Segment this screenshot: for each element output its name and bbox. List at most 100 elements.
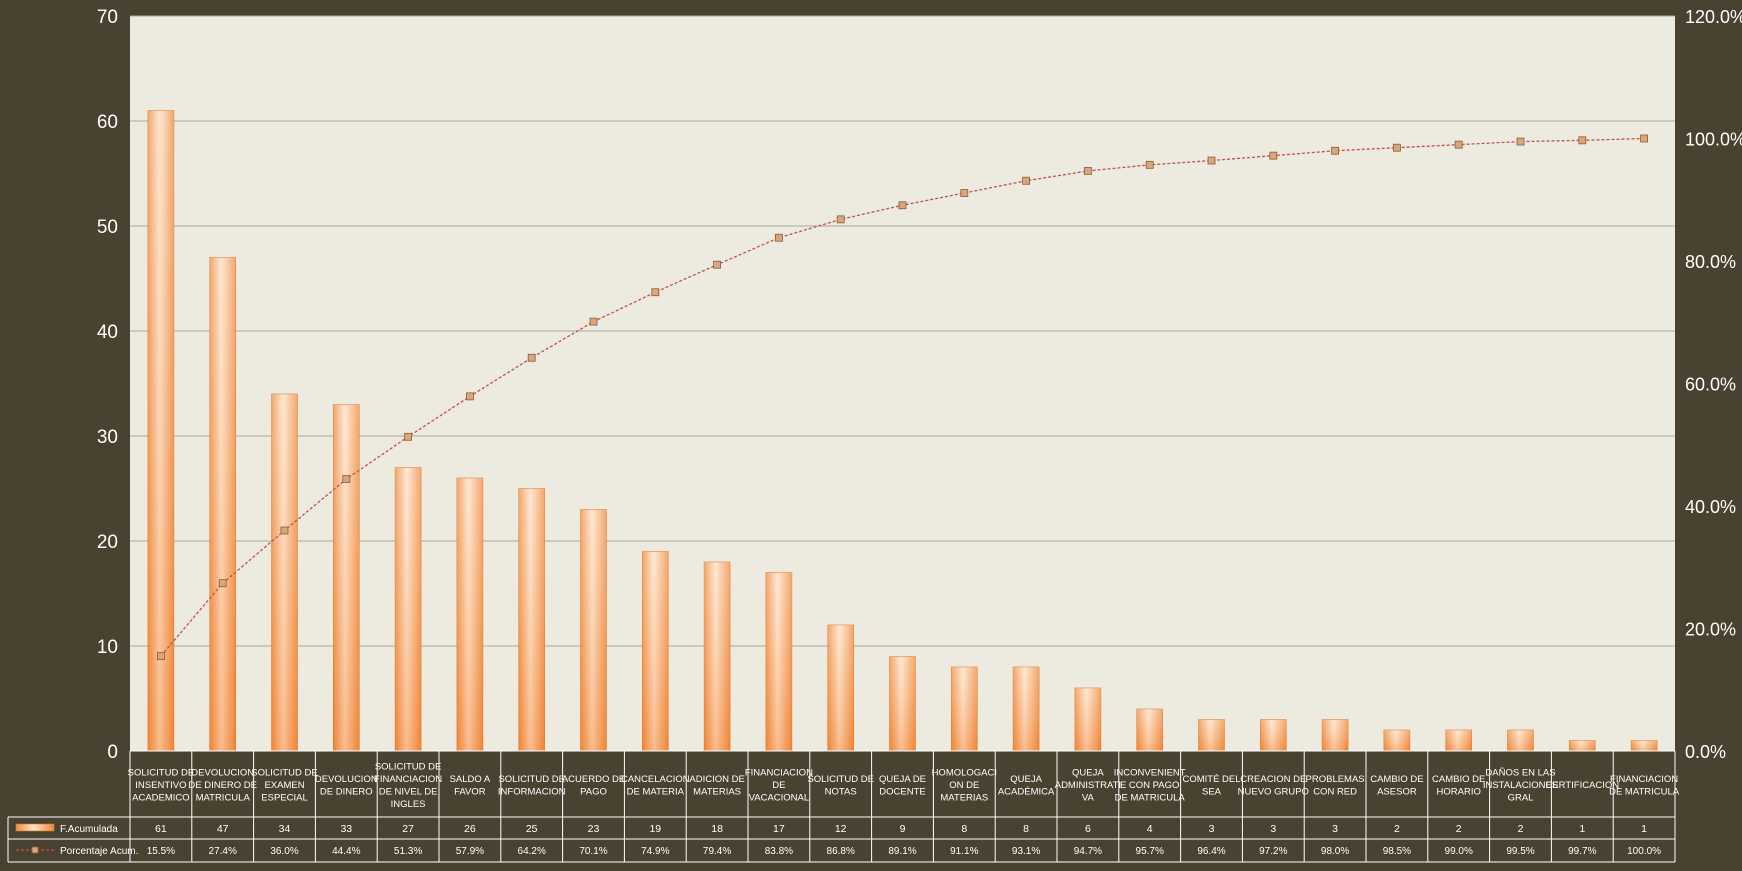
line-point [1145,160,1154,169]
category-label: FINANCIACION [374,774,442,785]
category-label: ESPECIAL [261,793,307,804]
category-label: ACADÉMICA [998,786,1055,797]
category-label: MATERIAS [693,786,741,797]
category-label: SOLICITUD DE [807,774,874,785]
category-label: DE MATERIA [627,786,685,797]
y-right-tick-label: 0.0% [1685,742,1726,762]
category-label: QUEJA DE [879,774,926,785]
table-percent-value: 93.1% [1012,846,1040,857]
table-frequency-value: 3 [1332,823,1338,835]
category-label: GRAL [1508,793,1534,804]
category-label: QUEJA [1010,774,1042,785]
table-frequency-value: 19 [649,823,661,835]
category-label: ON DE [949,780,979,791]
bar-shade [1322,719,1349,751]
table-percent-value: 74.9% [641,846,669,857]
line-point [342,475,351,483]
category-label: EXAMEN [264,780,304,791]
table-percent-value: 86.8% [827,846,855,857]
y-right-tick-label: 20.0% [1685,620,1736,640]
category-label: MATERIAS [940,793,988,804]
table-frequency-value: 1 [1579,823,1585,835]
y-left-tick-label: 10 [97,637,118,658]
bar-shade [827,625,854,751]
line-point [1454,140,1463,149]
category-label: NOTAS [825,786,857,797]
category-label: DE NIVEL DE [379,786,438,797]
bar-shade [1383,730,1410,751]
table-frequency-value: 47 [217,823,229,835]
line-point [1393,143,1401,152]
y-right-tick-label: 80.0% [1685,252,1736,272]
table-percent-value: 44.4% [332,846,360,857]
table-frequency-value: 4 [1147,823,1153,835]
table-frequency-value: 8 [1023,823,1029,835]
bar-shade [456,478,483,751]
table-percent-value: 99.0% [1445,846,1473,857]
bar-shade [271,394,298,751]
table-percent-value: 99.5% [1506,846,1534,857]
line-point [836,215,845,224]
table-percent-value: 97.2% [1259,846,1287,857]
y-left-tick-label: 20 [97,532,118,553]
line-point [1022,176,1030,185]
category-label: SOLICITUD DE [251,768,318,779]
bar-shade [951,667,978,751]
bar-shade [209,257,236,751]
table-percent-value: 79.4% [703,846,731,857]
table-frequency-value: 27 [402,823,414,835]
y-right-tick-label: 100.0% [1685,130,1742,150]
bar-shade [395,467,422,751]
line-point [1331,146,1339,155]
table-frequency-value: 2 [1456,823,1462,835]
table-percent-value: 64.2% [518,846,546,857]
category-label: HORARIO [1437,786,1481,797]
category-label: VACACIONAL [749,793,810,804]
line-point [960,189,969,197]
category-label: ACUERDO DE [562,774,625,785]
line-point [713,260,721,269]
category-label: DE DINERO DE [188,780,257,791]
table-percent-value: 95.7% [1136,846,1164,857]
line-point [651,288,660,297]
table-percent-value: 100.0% [1627,846,1661,857]
table-percent-value: 83.8% [765,846,793,857]
category-label: INSTALACIONES [1483,780,1558,791]
bar-shade [889,656,916,751]
category-label: SOLICITUD DE [128,768,195,779]
table-frequency-value: 9 [900,823,906,835]
bar-shade [580,509,607,751]
table-percent-value: 57.9% [456,846,484,857]
line-point [1084,167,1092,175]
category-label: MATRICULA [196,793,251,804]
line-point [1269,151,1278,160]
y-left-tick-label: 30 [97,427,118,448]
bar-shade [1631,740,1658,751]
table-percent-value: 89.1% [888,846,916,857]
table-frequency-value: 17 [773,823,785,835]
table-frequency-value: 25 [526,823,538,835]
category-label: DOCENTE [879,786,925,797]
category-label: ACADEMICO [132,793,190,804]
table-percent-value: 94.7% [1074,846,1102,857]
category-label: CAMBIO DE [1432,774,1485,785]
y-left-tick-label: 0 [107,742,118,763]
table-frequency-value: 1 [1641,823,1647,835]
category-label: DEVOLUCION [191,768,254,779]
table-frequency-value: 23 [588,823,600,835]
category-label: CON RED [1313,786,1357,797]
category-label: CANCELACION [621,774,690,785]
category-label: INFORMACION [498,786,566,797]
line-point [1516,137,1525,146]
table-frequency-value: 8 [961,823,967,835]
category-label: CREACION DE [1240,774,1306,785]
category-label: SALDO A [450,774,491,785]
category-label: DE DINERO [320,786,373,797]
y-right-tick-label: 60.0% [1685,375,1736,395]
table-frequency-value: 2 [1394,823,1400,835]
table-frequency-value: 18 [711,823,723,835]
category-label: INSENTIVO [135,780,186,791]
table-percent-value: 96.4% [1197,846,1225,857]
